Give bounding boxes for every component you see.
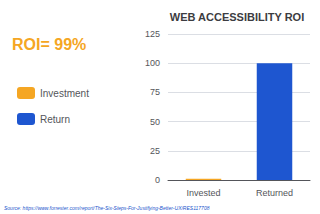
svg-text:ROI= 99%: ROI= 99% [12,36,86,53]
svg-text:0: 0 [155,175,160,185]
svg-text:Invested: Invested [186,188,220,198]
svg-text:Returned: Returned [256,188,293,198]
svg-text:25: 25 [150,146,160,156]
svg-text:Source: https://www.forrester.: Source: https://www.forrester.com/report… [4,205,210,211]
svg-text:125: 125 [145,29,160,39]
svg-text:WEB ACCESSIBILITY ROI: WEB ACCESSIBILITY ROI [170,11,304,23]
svg-text:75: 75 [150,87,160,97]
svg-text:Return: Return [40,114,70,125]
svg-text:100: 100 [145,58,160,68]
svg-text:Investment: Investment [40,88,89,99]
svg-text:50: 50 [150,117,160,127]
